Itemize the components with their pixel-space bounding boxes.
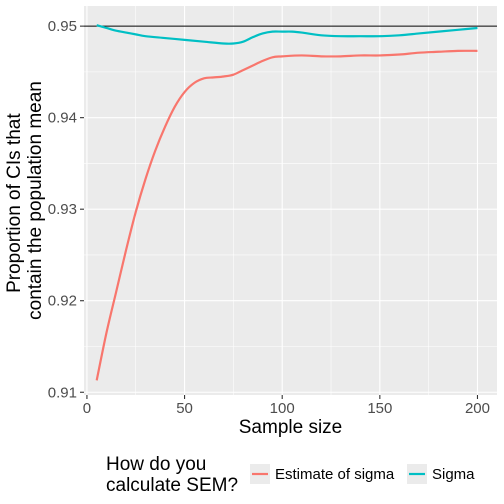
minor-gridlines (84, 6, 497, 395)
y-axis-title-line-1: Proportion of CIs that (4, 113, 25, 293)
y-axis-title-line-2: contain the population mean (25, 81, 46, 320)
legend-item-sigma: Sigma (407, 464, 475, 484)
legend-label-sigma: Sigma (432, 466, 475, 483)
y-axis: 0.91 0.92 0.93 0.94 0.95 (48, 18, 84, 401)
x-tick-label: 100 (270, 400, 295, 417)
y-tick-label: 0.95 (48, 18, 77, 35)
x-tick-label: 200 (465, 400, 490, 417)
plot-panel (84, 6, 497, 395)
y-tick-label: 0.92 (48, 293, 77, 310)
x-tick-label: 0 (83, 400, 91, 417)
y-tick-label: 0.93 (48, 201, 77, 218)
legend-label-estimate-of-sigma: Estimate of sigma (275, 466, 395, 483)
legend-title: How do you calculate SEM? (106, 454, 238, 496)
legend: How do you calculate SEM? Estimate of si… (106, 454, 475, 496)
y-axis-title: Proportion of CIs that contain the popul… (4, 81, 46, 320)
y-tick-label: 0.91 (48, 384, 77, 401)
series-layer (95, 24, 478, 381)
x-tick-label: 150 (367, 400, 392, 417)
x-axis-title: Sample size (239, 417, 343, 438)
legend-title-line-1: How do you (106, 454, 206, 475)
series-line-estimate-of-sigma (95, 49, 478, 381)
x-tick-label: 50 (176, 400, 193, 417)
legend-title-line-2: calculate SEM? (106, 475, 238, 496)
x-axis: 0 50 100 150 200 (83, 395, 490, 417)
y-tick-label: 0.94 (48, 110, 77, 127)
series-line-sigma (96, 24, 478, 45)
legend-item-estimate-of-sigma: Estimate of sigma (250, 464, 395, 484)
